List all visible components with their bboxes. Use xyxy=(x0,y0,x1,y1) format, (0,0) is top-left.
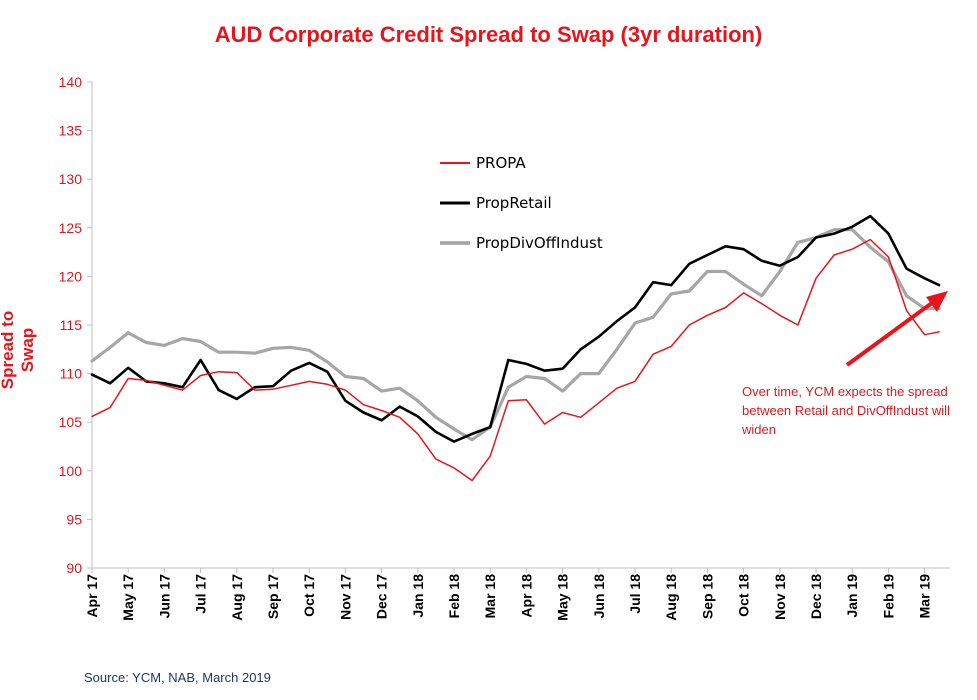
x-tick-label: May 17 xyxy=(120,574,136,621)
x-tick-label: Sep 17 xyxy=(265,574,281,619)
series-line-propretail xyxy=(90,214,941,443)
legend: PROPA PropRetail PropDivOffIndust xyxy=(440,154,603,252)
annotation-text: Over time, YCM expects the spread betwee… xyxy=(742,384,950,437)
x-tick-label: Mar 19 xyxy=(917,574,933,619)
arrow-head xyxy=(926,291,948,312)
arrow-shaft xyxy=(845,298,938,367)
source-note: Source: YCM, NAB, March 2019 xyxy=(84,670,271,685)
series-line-propdivoffindust xyxy=(90,228,941,442)
x-tick-label: Feb 19 xyxy=(880,574,896,619)
x-tick-label: Nov 17 xyxy=(337,574,353,620)
x-tick-label: Aug 18 xyxy=(663,574,679,621)
series-lines xyxy=(90,214,941,482)
x-tick-label: Jul 17 xyxy=(193,574,209,614)
y-tick-label: 140 xyxy=(59,74,83,90)
x-tick-label: Nov 18 xyxy=(772,574,788,620)
series-line-propa xyxy=(91,238,940,482)
y-tick-label: 120 xyxy=(59,268,83,284)
y-tick-label: 100 xyxy=(59,463,83,479)
x-tick-label: Feb 18 xyxy=(446,574,462,619)
y-tick-labels: 90 95 100 105 110 115 120 125 130 135 140 xyxy=(59,74,83,576)
y-tick-label: 105 xyxy=(59,414,83,430)
x-tick-label: Dec 17 xyxy=(374,574,390,619)
y-tick-label: 110 xyxy=(60,366,83,382)
x-tick-label: Oct 17 xyxy=(301,574,317,617)
x-tick-label: Jan 18 xyxy=(410,574,426,618)
x-tick-label: Sep 18 xyxy=(699,574,715,619)
y-tick-label: 135 xyxy=(59,123,83,139)
y-tick-label: 125 xyxy=(59,220,83,236)
x-tick-label: Aug 17 xyxy=(229,574,245,621)
legend-label-propdivoffindust: PropDivOffIndust xyxy=(476,234,603,252)
x-tick-labels: Apr 17 May 17 Jun 17 Jul 17 Aug 17 Sep 17 Oct … xyxy=(84,574,933,621)
chart-title: AUD Corporate Credit Spread to Swap (3yr… xyxy=(214,22,763,47)
x-tick-label: Apr 18 xyxy=(518,574,534,618)
y-tick-label: 90 xyxy=(66,560,82,576)
x-tick-label: Apr 17 xyxy=(84,574,100,618)
y-tick-label: 95 xyxy=(66,511,82,527)
legend-label-propa: PROPA xyxy=(476,154,526,172)
y-tick-label: 115 xyxy=(60,317,83,333)
legend-label-propretail: PropRetail xyxy=(476,194,552,212)
x-tick-label: Jun 18 xyxy=(591,574,607,619)
annotation-arrow xyxy=(845,291,948,367)
x-tick-label: Jan 19 xyxy=(844,574,860,618)
x-tick-label: Mar 18 xyxy=(482,574,498,619)
x-tick-label: Oct 18 xyxy=(736,574,752,617)
x-tick-label: Jul 18 xyxy=(627,574,643,614)
y-tick-label: 130 xyxy=(59,171,83,187)
x-tick-label: May 18 xyxy=(555,574,571,621)
axes xyxy=(87,81,950,573)
x-tick-label: Dec 18 xyxy=(808,574,824,619)
x-tick-label: Jun 17 xyxy=(156,574,172,619)
